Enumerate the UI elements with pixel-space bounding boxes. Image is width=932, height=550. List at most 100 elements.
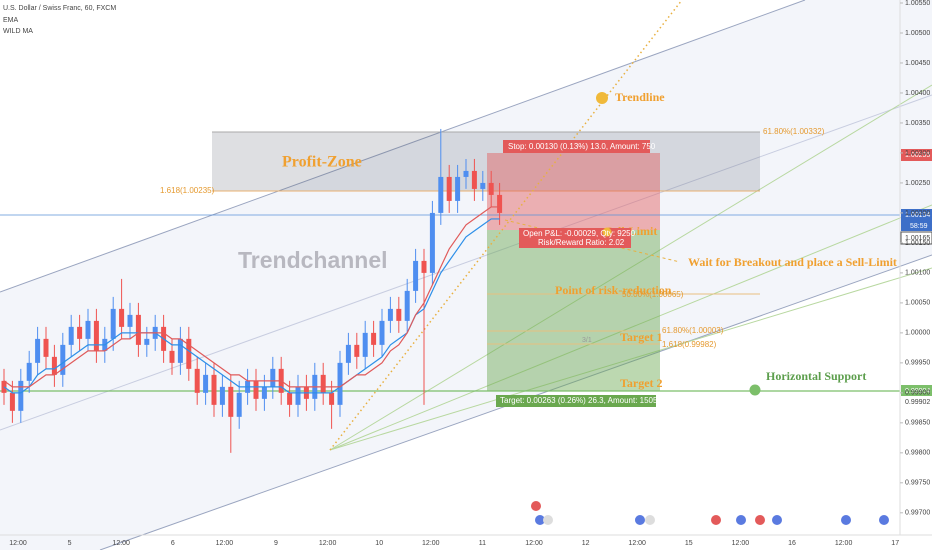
trendline-label: Trendline [615, 90, 665, 104]
candle-body [396, 308, 402, 321]
candle-body [18, 380, 24, 411]
y-tick-label: 1.00200 [905, 210, 930, 217]
candle-body [219, 386, 225, 405]
y-tick-label: 0.99700 [905, 510, 930, 517]
price-tag [900, 231, 932, 245]
candle-body [480, 182, 486, 189]
y-tick-label: 1.00150 [905, 240, 930, 247]
bid-price: 1.00194 [905, 212, 930, 219]
candle-body [345, 344, 351, 363]
candle-body [211, 374, 217, 405]
price-tag [901, 385, 932, 396]
candle-body [177, 338, 183, 363]
support-price: 0.99902 [905, 399, 930, 406]
countdown: 58:59 [910, 223, 928, 230]
x-tick-label: 12:00 [319, 540, 337, 547]
candle-body [135, 314, 141, 345]
y-tick-label: 0.99900 [905, 390, 930, 397]
candle-body [203, 374, 209, 393]
y-tick-label: 1.00400 [905, 90, 930, 97]
x-tick-label: 12:00 [422, 540, 440, 547]
x-tick-label: 12 [582, 540, 590, 547]
y-tick-label: 1.00250 [905, 180, 930, 187]
trendline-dot [596, 92, 608, 104]
x-tick-label: 12:00 [9, 540, 27, 547]
candle-body [77, 326, 83, 339]
fan-line [329, 204, 932, 451]
x-tick-label: 17 [891, 540, 899, 547]
candle-body [127, 314, 133, 327]
candle-body [497, 194, 503, 213]
limit-price: 1.00165 [905, 235, 930, 242]
candle-body [51, 356, 57, 375]
sell-limit-dot [602, 227, 612, 237]
candle-body [463, 170, 469, 177]
y-tick-label: 1.00450 [905, 60, 930, 67]
support-price: 0.99904 [905, 388, 930, 395]
candle-body [488, 182, 494, 195]
candle-body [194, 368, 200, 393]
indicator-legend: EMA [3, 17, 19, 24]
candle-body [329, 392, 335, 405]
stop-zone [487, 153, 660, 230]
target2-label: Target 2 [620, 376, 663, 390]
last-price: 1.00295 [905, 152, 930, 159]
candle-body [169, 350, 175, 363]
candle-body [446, 176, 452, 201]
y-tick-label: 1.00100 [905, 270, 930, 277]
y-tick-label: 1.00550 [905, 0, 930, 7]
channel-top [0, 0, 806, 293]
profit-zone-box [212, 132, 760, 191]
candle-body [68, 326, 74, 345]
risk-reduction-label: Point of risk-reduction [555, 283, 672, 297]
candle-body [379, 320, 385, 345]
y-tick-label: 1.00350 [905, 120, 930, 127]
candle-body [253, 380, 259, 399]
x-tick-label: 12:00 [112, 540, 130, 547]
profit-zone-label: Profit-Zone [282, 154, 362, 171]
pnl-label: Open P&L: -0.00029, Qty: 9250 [523, 229, 636, 238]
target-box [496, 395, 656, 407]
fib-label: 61.80%(1.00332) [763, 127, 825, 136]
rr-label: Risk/Reward Ratio: 2.02 [538, 238, 625, 247]
price-tag [901, 209, 932, 231]
price-tag [901, 149, 932, 161]
y-tick-label: 0.99850 [905, 420, 930, 427]
candle-body [320, 374, 326, 393]
candle-body [337, 362, 343, 405]
target1-label: Target 1 [620, 330, 663, 344]
candle-body [270, 368, 276, 387]
x-tick-label: 15 [685, 540, 693, 547]
candle-body [60, 344, 66, 375]
candle-body [261, 386, 267, 399]
candle-body [387, 308, 393, 321]
candle-body [85, 320, 91, 339]
y-tick-label: 1.00300 [905, 150, 930, 157]
candle-body [228, 386, 234, 417]
trendline [329, 0, 683, 451]
channel-mid [0, 94, 932, 431]
candle-body [35, 338, 41, 363]
y-tick-label: 1.00500 [905, 30, 930, 37]
target-zone [487, 230, 660, 391]
fib-label: 61.80%(1.00003) [662, 326, 724, 335]
channel-label: Trendchannel [238, 247, 388, 273]
breakout-label: Wait for Breakout and place a Sell-Limit [688, 255, 897, 269]
candles [1, 128, 503, 453]
candle-body [362, 332, 368, 357]
x-tick-label: 9 [274, 540, 278, 547]
candle-body [438, 176, 444, 213]
fib-label: 1.618(0.99982) [662, 340, 717, 349]
candle-body [119, 308, 125, 327]
candle-body [287, 392, 293, 405]
indicator-line [3, 206, 500, 388]
y-tick-label: 1.00000 [905, 330, 930, 337]
x-tick-label: 10 [375, 540, 383, 547]
y-tick-label: 0.99750 [905, 480, 930, 487]
x-tick-label: 12:00 [628, 540, 646, 547]
fib-label: 1.618(1.00235) [160, 186, 215, 195]
candle-body [413, 260, 419, 291]
x-tick-label: 5 [68, 540, 72, 547]
